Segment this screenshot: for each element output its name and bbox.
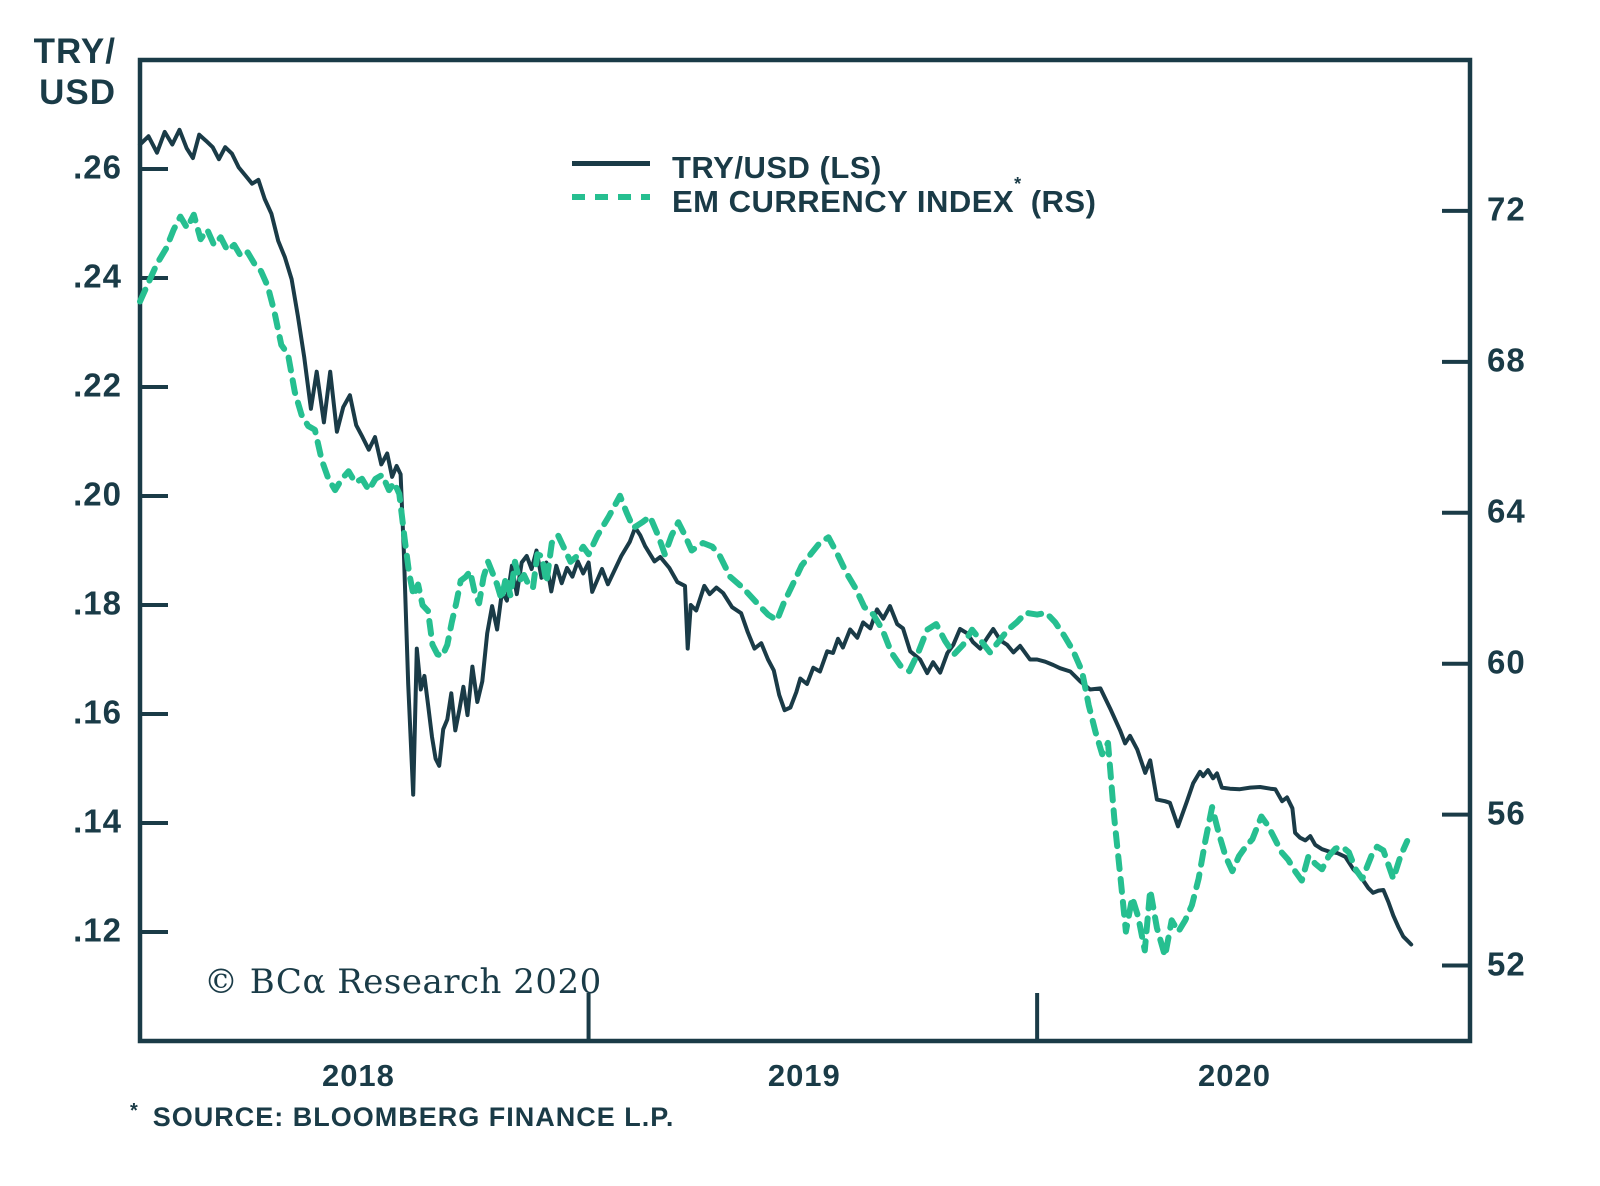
- right-axis-tick-label: 68: [1487, 341, 1526, 379]
- x-axis-year-label-2019: 2019: [767, 1058, 841, 1093]
- source-text: SOURCE: BLOOMBERG FINANCE L.P.: [152, 1102, 675, 1132]
- left-axis-tick-label: .20: [73, 475, 122, 513]
- legend-row-em-index: EM CURRENCY INDEX* (RS): [572, 174, 1096, 219]
- left-axis-tick-label: .24: [73, 257, 122, 295]
- legend-row-tryusd: TRY/USD (LS): [572, 146, 1096, 185]
- series-line-tryusd: [138, 127, 1414, 947]
- left-axis-tick-label: .12: [73, 911, 122, 949]
- left-axis-title: TRY/ USD: [28, 32, 116, 113]
- legend-label-tryusd: TRY/USD (LS): [672, 150, 882, 185]
- left-axis-tick-label: .14: [73, 802, 122, 840]
- left-axis-title-line2: USD: [39, 72, 116, 112]
- plot-border: [137, 57, 1473, 1044]
- source-asterisk: *: [130, 1100, 139, 1122]
- legend-label-em-index: EM CURRENCY INDEX* (RS): [672, 174, 1097, 219]
- left-axis-title-line1: TRY/: [33, 32, 116, 71]
- right-axis-tick-label: 60: [1487, 643, 1526, 681]
- x-axis-year-label-2020: 2020: [1198, 1058, 1271, 1093]
- source-note: * SOURCE: BLOOMBERG FINANCE L.P.: [130, 1100, 674, 1133]
- copyright-note: © BCα Research 2020: [204, 962, 602, 1002]
- right-axis-tick-label: 64: [1487, 492, 1526, 530]
- series-line-em-index: [137, 211, 1411, 960]
- left-axis-tick-label: .16: [73, 693, 122, 731]
- right-axis-tick-label: 52: [1487, 945, 1526, 983]
- left-axis-tick-label: .26: [73, 148, 122, 186]
- legend-solid-line-swatch: [572, 160, 650, 166]
- left-axis-tick-label: .18: [73, 584, 122, 622]
- left-axis-tick-label: .22: [73, 366, 122, 404]
- right-axis-tick-label: 56: [1487, 794, 1526, 832]
- legend: TRY/USD (LS) EM CURRENCY INDEX* (RS): [572, 146, 1096, 219]
- right-axis-tick-label: 72: [1487, 190, 1526, 228]
- legend-dashed-line-swatch: [572, 194, 650, 200]
- x-axis-year-label-2018: 2018: [321, 1058, 395, 1093]
